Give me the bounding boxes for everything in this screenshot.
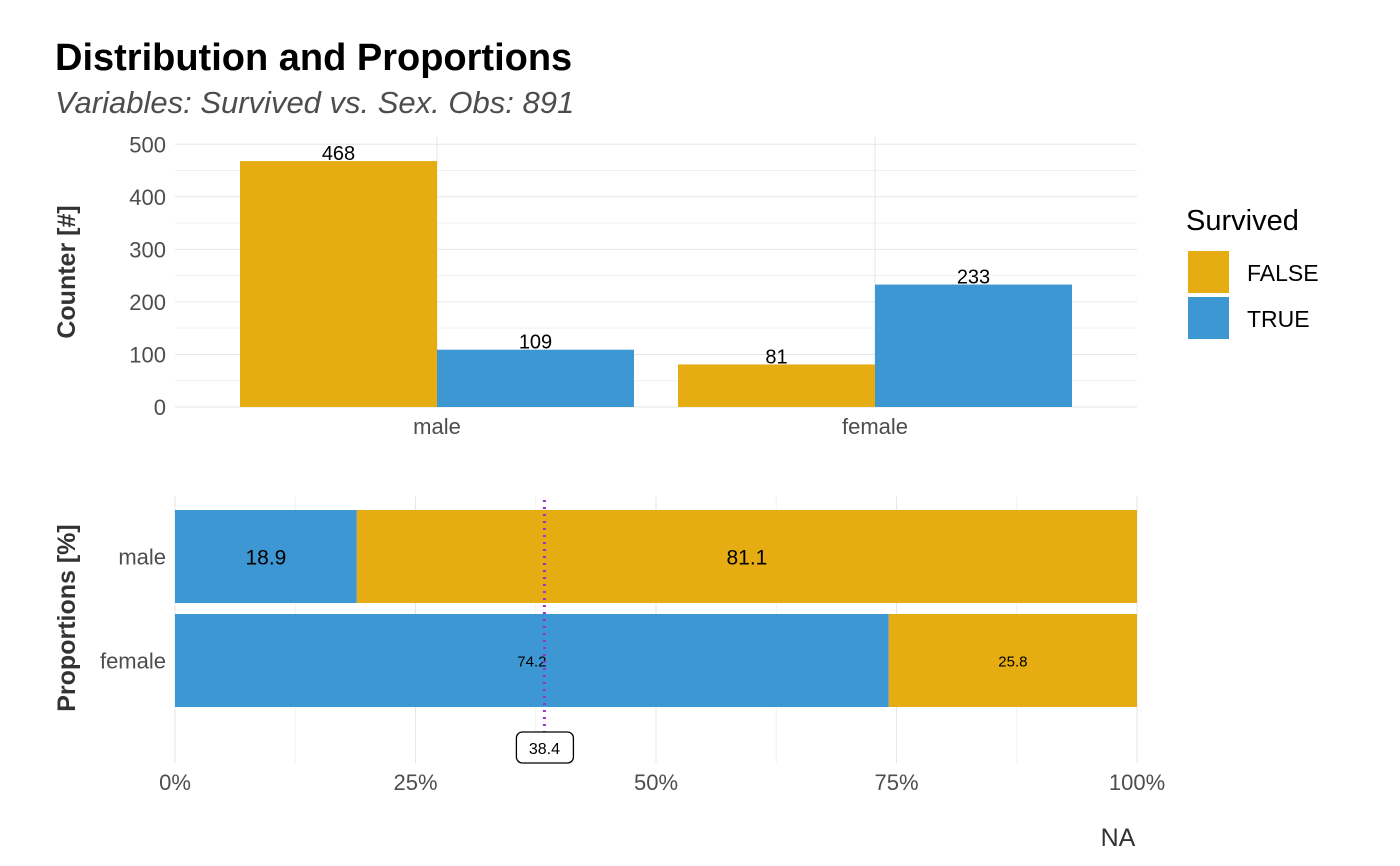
x-axis-label: NA [1101,824,1136,852]
mean-label: 38.4 [529,741,560,758]
legend-label-false: FALSE [1247,260,1319,286]
bar-female-false [888,614,1137,707]
y-tick-label: 0 [154,395,166,420]
bar-female-true [175,614,889,707]
legend-label-true: TRUE [1247,306,1310,332]
data-label: 468 [322,143,355,165]
chart-subtitle: Variables: Survived vs. Sex. Obs: 891 [55,85,574,120]
bar-male-false [240,161,437,407]
y-axis-label: Counter [#] [53,205,81,338]
data-label: 109 [519,332,552,354]
y-tick-label: male [118,545,166,570]
mean-label-box [515,731,575,764]
data-label: 25.8 [998,654,1027,671]
x-tick-label: male [413,414,461,439]
chart-title: Distribution and Proportions [55,37,572,79]
y-tick-label: 200 [129,290,166,315]
legend-title: Survived [1186,205,1299,237]
bar-male-true [175,510,357,603]
data-label: 233 [957,267,990,289]
y-tick-label: 100 [129,342,166,367]
bar-male-true [437,349,634,407]
x-tick-label: female [842,414,908,439]
y-tick-label: 500 [129,132,166,157]
x-tick-label: 100% [1109,770,1165,795]
x-tick-label: 75% [874,770,918,795]
y-axis-label: Proportions [%] [53,524,81,712]
y-tick-label: female [100,649,166,674]
y-tick-label: 400 [129,185,166,210]
data-label: 18.9 [245,547,286,570]
legend: Survived FALSE TRUE [1186,205,1319,339]
y-tick-label: 300 [129,237,166,262]
bar-female-true [875,284,1072,407]
x-tick-label: 25% [393,770,437,795]
proportion-bar-chart: 0% 25% 50% 75% 100% 18.9 81.1 male 74.2 25.8 femal… [53,496,1165,852]
data-label: 81 [765,346,787,368]
data-label: 74.2 [517,654,546,671]
x-tick-label: 0% [159,770,191,795]
legend-swatch-false [1188,251,1229,293]
bar-female-false [678,364,875,407]
data-label: 81.1 [726,547,767,570]
x-tick-label: 50% [634,770,678,795]
bar-male-false [356,510,1137,603]
count-bar-chart: 0 100 200 300 400 500 468 109 male 81 233 female Cou… [53,132,1137,439]
legend-swatch-true [1188,297,1229,339]
